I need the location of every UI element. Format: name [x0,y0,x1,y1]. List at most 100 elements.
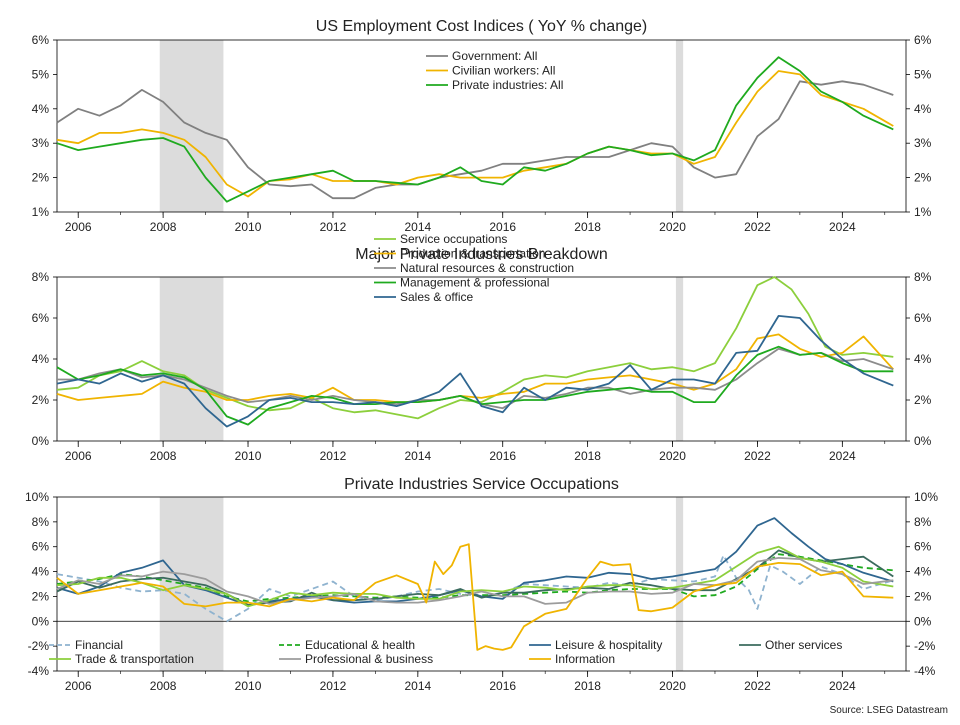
y-tick-label-right: 2% [914,589,932,603]
y-tick-label-left: 6% [32,33,50,47]
legend-label: Civilian workers: All [452,64,555,78]
legend-label: Professional & business [305,652,433,666]
x-tick-label: 2010 [235,220,262,234]
legend-label: Service occupations [400,232,507,246]
y-tick-label-left: 2% [32,171,50,185]
x-tick-label: 2010 [235,679,262,693]
legend-label: Educational & health [305,638,415,652]
y-tick-label-left: 0% [32,614,50,628]
y-tick-label-left: 8% [32,270,50,284]
y-tick-label-left: 4% [32,102,50,116]
y-tick-label-right: 2% [914,393,932,407]
y-tick-label-right: 6% [914,311,932,325]
y-tick-label-left: 2% [32,589,50,603]
y-tick-label-right: -4% [914,664,936,678]
y-tick-label-left: 0% [32,434,50,448]
y-tick-label-right: 5% [914,67,932,81]
x-tick-label: 2020 [659,679,686,693]
series-line [56,314,894,428]
x-tick-label: 2024 [829,679,856,693]
x-tick-label: 2018 [574,449,601,463]
y-tick-label-left: 3% [32,136,50,150]
y-tick-label-left: 4% [32,352,50,366]
legend: Financial Educational & health Leisure & h… [49,638,842,666]
y-tick-label-left: 2% [32,393,50,407]
x-tick-label: 2022 [744,220,771,234]
plot-frame [56,39,907,213]
y-tick-label-right: 4% [914,102,932,116]
series-line [56,545,894,608]
y-tick-label-left: -4% [28,664,50,678]
y-tick-label-right: 1% [914,205,932,219]
x-tick-label: 2006 [65,449,92,463]
x-tick-label: 2008 [150,679,177,693]
y-tick-label-right: 2% [914,171,932,185]
legend-label: Production & transportation [400,247,545,261]
x-tick-label: 2010 [235,449,262,463]
x-tick-label: 2014 [404,220,431,234]
x-tick-label: 2022 [744,679,771,693]
x-tick-label: 2018 [574,679,601,693]
x-tick-label: 2012 [320,220,347,234]
x-tick-label: 2024 [829,449,856,463]
x-tick-label: 2006 [65,679,92,693]
x-tick-label: 2006 [65,220,92,234]
x-tick-label: 2020 [659,449,686,463]
y-tick-label-right: 4% [914,565,932,579]
chart-panel-3: -4% -4% -2% -2% 0% 0% 2% 2% 4% 4% 6% 6% 8% 8% 10% 10% 20… [25,476,938,693]
y-tick-label-right: 0% [914,614,932,628]
y-tick-label-right: 4% [914,352,932,366]
chart-panel-1: 1% 1% 2% 2% 3% 3% 4% 4% 5% 5% 6% 6% 2006 2008 2010 2012… [32,18,932,234]
x-tick-label: 2020 [659,220,686,234]
chart-title: Private Industries Service Occupations [344,476,619,493]
legend-label: Government: All [452,49,537,63]
series-line [56,554,894,623]
y-tick-label-left: 6% [32,540,50,554]
y-tick-label-right: 6% [914,33,932,47]
legend-label: Financial [75,638,123,652]
y-tick-label-right: 0% [914,434,932,448]
series-line [56,345,894,426]
legend-label: Natural resources & construction [400,261,574,275]
y-tick-label-left: 8% [32,515,50,529]
y-tick-label-left: 6% [32,311,50,325]
chart-title: US Employment Cost Indices ( YoY % chang… [316,18,647,35]
x-tick-label: 2016 [489,220,516,234]
x-tick-label: 2012 [320,449,347,463]
y-tick-label-right: 3% [914,136,932,150]
series-line [56,333,894,404]
series-line [56,80,894,200]
legend-label: Trade & transportation [75,652,194,666]
chart-title: Major Private Industries Breakdown [355,246,608,263]
x-tick-label: 2008 [150,449,177,463]
series-line [56,557,894,605]
x-tick-label: 2008 [150,220,177,234]
legend-label: Leisure & hospitality [555,638,662,652]
recession-band [675,40,684,212]
legend-label: Private industries: All [452,78,563,92]
legend-label: Information [555,652,615,666]
y-tick-label-right: 10% [914,490,938,504]
series-line [56,70,894,198]
series-line [56,56,894,203]
series-line [56,543,894,651]
y-tick-label-right: 6% [914,540,932,554]
x-tick-label: 2014 [404,679,431,693]
y-tick-label-right: 8% [914,515,932,529]
x-tick-label: 2016 [489,449,516,463]
x-tick-label: 2012 [320,679,347,693]
x-tick-label: 2024 [829,220,856,234]
x-tick-label: 2018 [574,220,601,234]
y-tick-label-left: 10% [25,490,49,504]
y-tick-label-left: 4% [32,565,50,579]
legend-label: Management & professional [400,276,549,290]
recession-band [675,277,684,441]
source-note: Source: LSEG Datastream [829,705,948,716]
chart-panel-2: 0% 0% 2% 2% 4% 4% 6% 6% 8% 8% 2006 2008 2010 2012 2014… [32,232,932,463]
y-tick-label-left: 5% [32,67,50,81]
y-tick-label-left: -2% [28,639,50,653]
y-tick-label-right: -2% [914,639,936,653]
x-tick-label: 2014 [404,449,431,463]
